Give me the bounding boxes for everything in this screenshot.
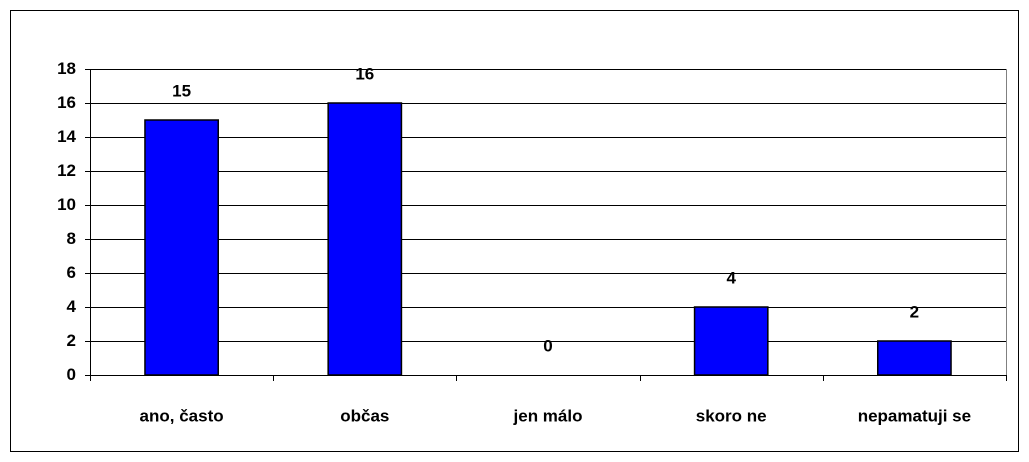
value-label: 16 bbox=[355, 64, 374, 83]
value-label: 0 bbox=[543, 336, 552, 355]
value-label: 15 bbox=[172, 81, 191, 100]
y-tick-label: 2 bbox=[67, 331, 76, 350]
y-tick-label: 0 bbox=[67, 365, 76, 384]
x-tick-label: občas bbox=[340, 406, 389, 425]
value-label: 2 bbox=[910, 302, 919, 321]
y-tick-label: 18 bbox=[57, 59, 76, 78]
bar bbox=[877, 340, 952, 376]
y-tick-label: 10 bbox=[57, 195, 76, 214]
y-tick-label: 8 bbox=[67, 229, 76, 248]
bar bbox=[327, 102, 403, 376]
x-tick-label: ano, často bbox=[140, 406, 224, 425]
bar bbox=[693, 306, 769, 376]
y-tick-label: 16 bbox=[57, 93, 76, 112]
bar bbox=[144, 119, 219, 376]
y-tick-label: 12 bbox=[57, 161, 76, 180]
y-tick-label: 4 bbox=[67, 297, 77, 316]
value-label: 4 bbox=[726, 268, 736, 287]
x-tick-label: jen málo bbox=[513, 406, 583, 425]
x-tick-label: nepamatuji se bbox=[858, 406, 971, 425]
x-tick-label: skoro ne bbox=[696, 406, 767, 425]
y-tick-label: 6 bbox=[67, 263, 76, 282]
y-tick-label: 14 bbox=[57, 127, 76, 146]
